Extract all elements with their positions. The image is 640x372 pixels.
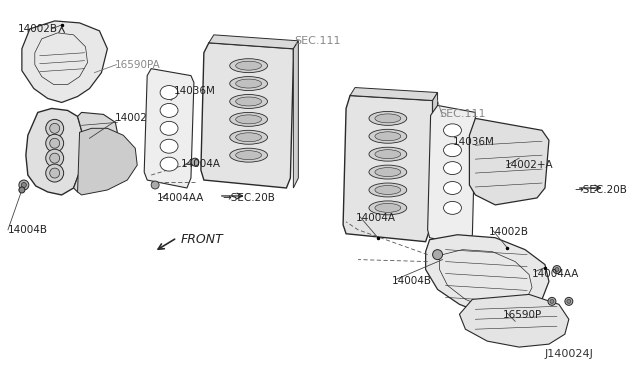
Circle shape — [45, 149, 63, 167]
Text: 14036M: 14036M — [452, 137, 494, 147]
Ellipse shape — [375, 186, 401, 195]
Ellipse shape — [375, 203, 401, 212]
Ellipse shape — [369, 147, 407, 161]
Circle shape — [50, 153, 60, 163]
Circle shape — [191, 158, 199, 166]
Ellipse shape — [236, 79, 262, 88]
Text: 14004A: 14004A — [181, 159, 221, 169]
Ellipse shape — [236, 97, 262, 106]
Circle shape — [550, 299, 554, 303]
Text: 14004B: 14004B — [8, 225, 48, 235]
Ellipse shape — [230, 77, 268, 90]
Polygon shape — [350, 87, 438, 100]
Circle shape — [45, 119, 63, 137]
Text: 14002: 14002 — [115, 113, 147, 124]
Text: 14004A: 14004A — [356, 213, 396, 223]
Polygon shape — [433, 93, 438, 242]
Circle shape — [19, 187, 25, 193]
Circle shape — [50, 124, 60, 133]
Polygon shape — [22, 21, 108, 102]
Circle shape — [555, 267, 559, 272]
Text: 14002+A: 14002+A — [505, 160, 554, 170]
Ellipse shape — [230, 130, 268, 144]
Polygon shape — [460, 294, 569, 347]
Text: 16590PA: 16590PA — [115, 60, 160, 70]
Circle shape — [567, 299, 571, 303]
Text: SEC.111: SEC.111 — [440, 109, 486, 119]
Text: FRONT: FRONT — [181, 233, 224, 246]
Ellipse shape — [160, 103, 178, 118]
Ellipse shape — [444, 182, 461, 195]
Ellipse shape — [444, 201, 461, 214]
Ellipse shape — [230, 148, 268, 162]
Polygon shape — [426, 235, 549, 317]
Polygon shape — [293, 41, 298, 188]
Polygon shape — [209, 35, 298, 49]
Ellipse shape — [375, 114, 401, 123]
Polygon shape — [74, 112, 119, 192]
Text: 14004B: 14004B — [392, 276, 432, 286]
Polygon shape — [144, 69, 194, 188]
Ellipse shape — [230, 112, 268, 126]
Text: SEC.111: SEC.111 — [294, 36, 341, 46]
Ellipse shape — [160, 157, 178, 171]
Text: 14004AA: 14004AA — [532, 269, 579, 279]
Text: 14002B: 14002B — [18, 24, 58, 34]
Text: 14036M: 14036M — [174, 86, 216, 96]
Circle shape — [45, 134, 63, 152]
Ellipse shape — [375, 132, 401, 141]
Ellipse shape — [230, 94, 268, 108]
Text: J140024J: J140024J — [545, 349, 594, 359]
Polygon shape — [26, 108, 81, 195]
Ellipse shape — [375, 168, 401, 177]
Text: →SEC.20B: →SEC.20B — [575, 185, 628, 195]
Ellipse shape — [160, 139, 178, 153]
Circle shape — [565, 297, 573, 305]
Polygon shape — [469, 118, 549, 205]
Text: 16590P: 16590P — [503, 310, 543, 320]
Circle shape — [151, 181, 159, 189]
Circle shape — [50, 168, 60, 178]
Circle shape — [553, 266, 561, 273]
Text: →SEC.20B: →SEC.20B — [223, 193, 276, 203]
Ellipse shape — [369, 129, 407, 143]
Ellipse shape — [369, 183, 407, 197]
Ellipse shape — [369, 165, 407, 179]
Polygon shape — [201, 43, 293, 188]
Ellipse shape — [236, 151, 262, 160]
Circle shape — [433, 250, 442, 260]
Text: 14002B: 14002B — [490, 227, 529, 237]
Circle shape — [21, 183, 26, 187]
Circle shape — [548, 297, 556, 305]
Ellipse shape — [236, 115, 262, 124]
Ellipse shape — [444, 124, 461, 137]
Text: 14004AA: 14004AA — [157, 193, 205, 203]
Ellipse shape — [375, 150, 401, 158]
Ellipse shape — [160, 86, 178, 99]
Ellipse shape — [230, 59, 268, 73]
Ellipse shape — [236, 133, 262, 142]
Circle shape — [19, 180, 29, 190]
Polygon shape — [77, 128, 137, 195]
Ellipse shape — [369, 201, 407, 215]
Ellipse shape — [160, 121, 178, 135]
Ellipse shape — [444, 144, 461, 157]
Circle shape — [50, 138, 60, 148]
Polygon shape — [428, 105, 476, 246]
Ellipse shape — [444, 162, 461, 174]
Polygon shape — [343, 96, 433, 242]
Ellipse shape — [369, 112, 407, 125]
Circle shape — [45, 164, 63, 182]
Ellipse shape — [236, 61, 262, 70]
